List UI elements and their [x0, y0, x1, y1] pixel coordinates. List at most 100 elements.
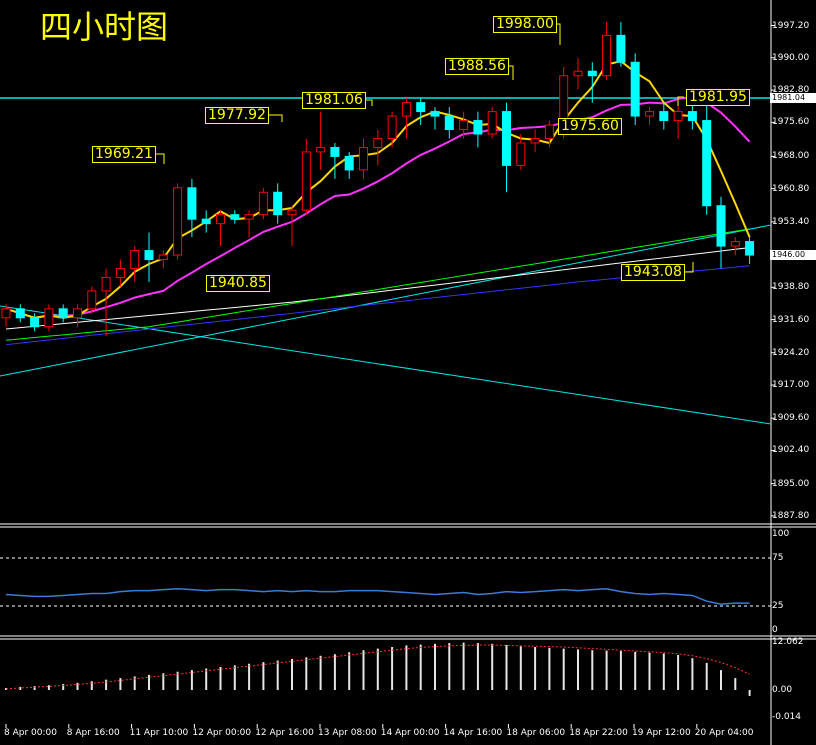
candle-bullish	[544, 124, 554, 139]
time-tick-label: 8 Apr 00:00	[4, 728, 57, 738]
macd-tick-label: -0.014	[772, 712, 802, 722]
annotation-leader	[508, 65, 514, 80]
rsi-tick-label: 25	[772, 601, 784, 611]
price-annotation: 1998.00	[493, 16, 557, 33]
price-tick-label: 1997.20	[772, 20, 810, 31]
annotation-leader	[684, 262, 694, 273]
candle-bullish	[673, 111, 683, 122]
chart-title: 四小时图	[40, 8, 169, 46]
candle-bullish	[316, 146, 326, 153]
price-tick-label: 1982.80	[772, 85, 810, 96]
candle-bullish	[73, 308, 82, 319]
price-tick-label: 1924.20	[772, 347, 810, 358]
time-tick-label: 11 Apr 10:00	[129, 728, 189, 738]
candle-bearish	[273, 191, 283, 216]
candle-bearish	[344, 155, 354, 171]
candle-bearish	[587, 70, 597, 77]
price-tick-label: 1990.00	[772, 52, 810, 63]
time-tick-label: 18 Apr 06:00	[506, 728, 566, 738]
time-tick-label: 14 Apr 16:00	[443, 728, 503, 738]
candle-bearish	[330, 146, 340, 157]
price-tick-label: 1975.60	[772, 117, 810, 128]
ma-slow-green-line	[5, 228, 750, 341]
macd-tick-label: 12.062	[772, 637, 804, 647]
candle-bearish	[702, 120, 712, 207]
candle-bullish	[459, 120, 469, 131]
candle-bullish	[244, 214, 254, 220]
time-tick-label: 18 Apr 22:00	[569, 728, 628, 738]
time-tick-label: 12 Apr 00:00	[192, 728, 252, 738]
candle-bullish	[359, 146, 368, 171]
price-annotation: 1988.56	[445, 58, 509, 75]
candle-bullish	[730, 241, 740, 247]
time-tick-label: 14 Apr 00:00	[380, 728, 440, 738]
candle-bullish	[573, 70, 583, 77]
price-annotation: 1981.06	[302, 92, 366, 109]
ascending-trendline	[0, 224, 772, 377]
macd-signal-line	[5, 644, 750, 690]
ma-mid-line	[5, 95, 751, 319]
level-price-tag: 1981.04	[770, 92, 816, 103]
price-annotation: 1977.92	[205, 107, 269, 124]
candle-bullish	[602, 34, 612, 77]
price-tick-label: 1909.60	[772, 413, 810, 424]
candle-bearish	[416, 102, 426, 113]
price-annotation: 1975.60	[558, 118, 622, 135]
candle-bearish	[687, 111, 697, 122]
price-tick-label: 1902.40	[772, 445, 810, 456]
annotation-leader	[677, 96, 684, 106]
candle-bearish	[745, 241, 755, 256]
candle-bullish	[101, 276, 111, 292]
annotation-leader	[364, 99, 373, 106]
candle-bearish	[187, 187, 197, 220]
price-tick-label: 1895.00	[772, 478, 810, 489]
annotation-leader	[268, 114, 283, 122]
candle-bullish	[373, 137, 383, 148]
candle-bullish	[173, 187, 183, 256]
candle-bullish	[645, 111, 654, 117]
candle-bullish	[216, 214, 225, 225]
candle-bullish	[301, 151, 311, 211]
price-tick-label: 1953.40	[772, 216, 810, 227]
candle-bearish	[473, 120, 483, 135]
candle-bullish	[487, 111, 497, 135]
rsi-tick-label: 100	[772, 529, 790, 539]
ma-slow-white-line	[5, 247, 750, 330]
candle-bearish	[616, 34, 626, 63]
candle-bearish	[30, 317, 40, 328]
candle-bearish	[502, 111, 511, 166]
time-tick-label: 12 Apr 16:00	[255, 728, 314, 738]
candle-bullish	[130, 250, 140, 269]
time-tick-label: 20 Apr 04:00	[694, 728, 754, 738]
candle-bearish	[15, 308, 25, 319]
price-annotation: 1981.95	[686, 89, 750, 106]
candle-bullish	[258, 191, 268, 216]
price-tick-label: 1938.80	[772, 282, 810, 293]
candle-bearish	[144, 250, 154, 261]
candle-bullish	[530, 137, 540, 144]
price-annotation: 1969.21	[92, 146, 156, 163]
time-tick-label: 19 Apr 12:00	[632, 728, 691, 738]
candle-bullish	[516, 142, 526, 166]
candle-bullish	[401, 102, 411, 117]
descending-trendline	[0, 305, 772, 425]
candle-bullish	[1, 308, 11, 319]
price-tick-label: 1968.00	[772, 151, 810, 162]
candle-bullish	[387, 115, 397, 139]
candle-bearish	[58, 308, 68, 319]
candle-bearish	[430, 111, 440, 117]
time-tick-label: 13 Apr 08:00	[318, 728, 377, 738]
candle-bearish	[716, 205, 726, 247]
candle-bearish	[444, 115, 454, 131]
macd-tick-label: 0.00	[772, 685, 793, 695]
price-tick-label: 1931.60	[772, 314, 810, 325]
time-tick-label: 8 Apr 16:00	[66, 728, 120, 738]
candle-bearish	[230, 214, 240, 220]
rsi-tick-label: 75	[772, 553, 784, 563]
price-annotation: 1940.85	[206, 275, 270, 292]
candle-bullish	[44, 308, 54, 328]
candle-bullish	[115, 267, 125, 278]
annotation-leader	[154, 153, 165, 164]
candle-bullish	[158, 254, 168, 261]
